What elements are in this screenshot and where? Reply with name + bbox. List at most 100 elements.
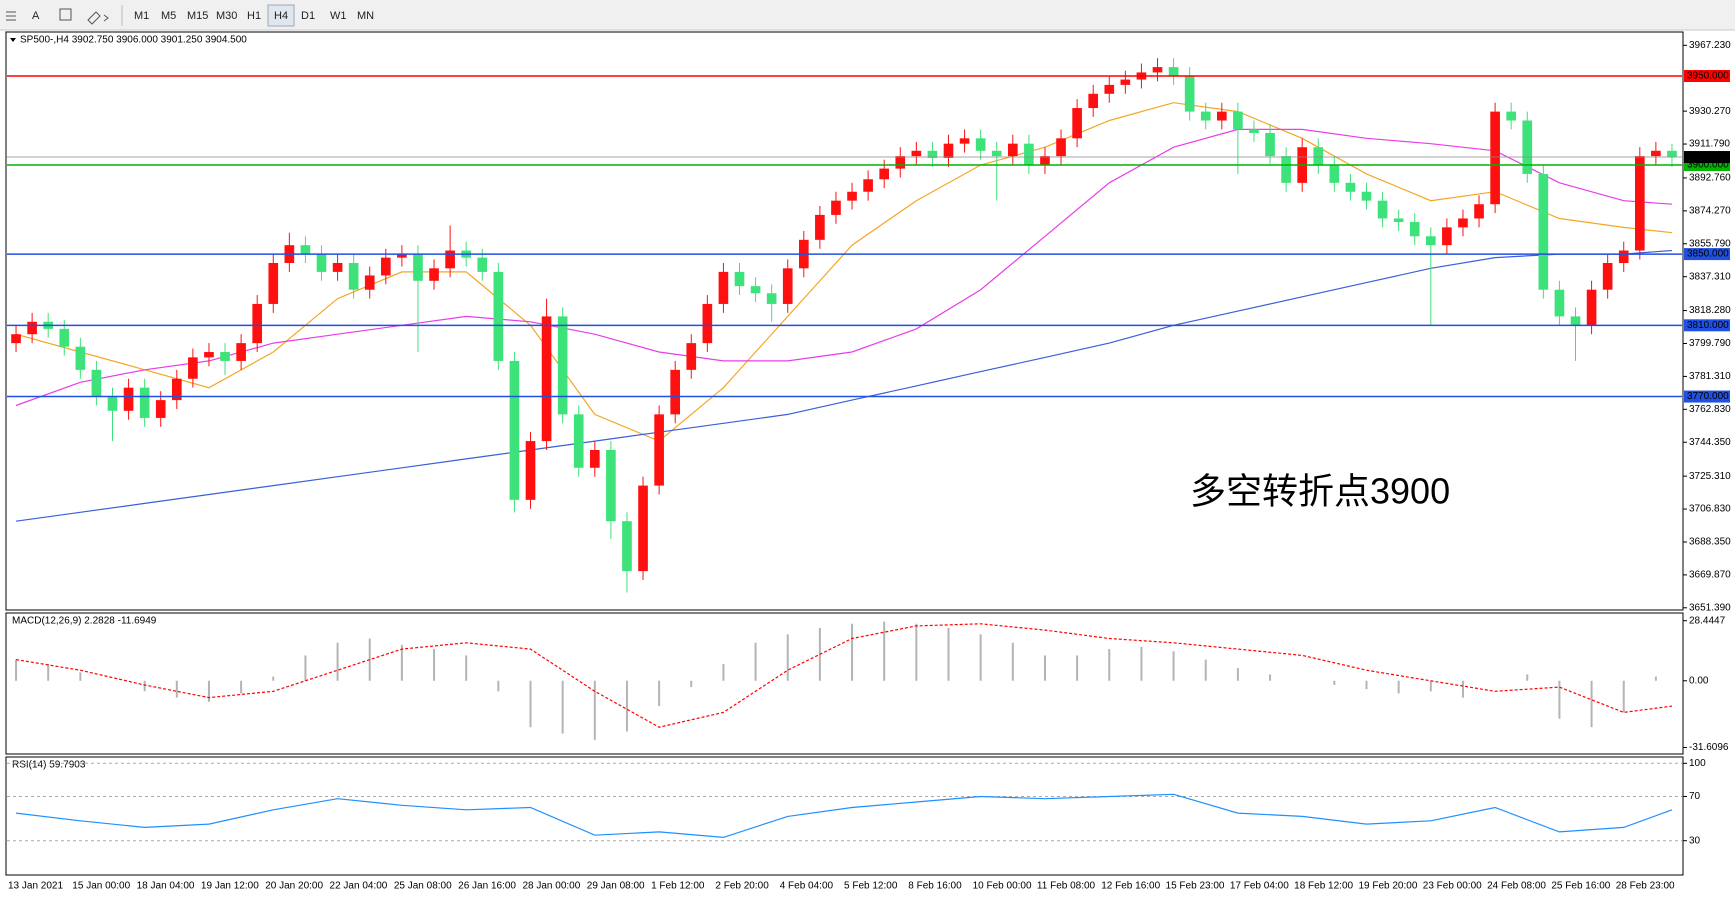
candle-body — [380, 257, 391, 276]
y-tick-label: 3669.870 — [1689, 570, 1731, 581]
annotation: 多空转折点3900 — [1190, 471, 1450, 512]
x-tick-label: 23 Feb 00:00 — [1423, 881, 1482, 892]
candle-body — [991, 150, 1002, 157]
candle-body — [364, 275, 375, 290]
candle-body — [1233, 111, 1243, 130]
x-tick-label: 25 Feb 16:00 — [1551, 881, 1610, 892]
candle-body — [1056, 138, 1066, 157]
x-tick-label: 15 Feb 23:00 — [1166, 881, 1225, 892]
candle-body — [1651, 150, 1661, 157]
y-tick-label: 0.00 — [1689, 675, 1709, 686]
candle-body — [782, 268, 793, 304]
timeframe[interactable]: D1 — [301, 10, 315, 22]
candle-body — [847, 191, 857, 201]
objects-icon[interactable] — [87, 11, 109, 25]
timeframe[interactable]: M30 — [216, 10, 237, 22]
candle-body — [1458, 218, 1468, 228]
candle-body — [895, 156, 906, 169]
candle-body — [1040, 156, 1050, 166]
candle-body — [1570, 316, 1581, 326]
price-level-label: 3950.000 — [1687, 71, 1729, 82]
timeframe[interactable]: MN — [357, 10, 374, 22]
y-tick-label: 3762.830 — [1689, 404, 1731, 415]
price-level-box — [1684, 319, 1730, 332]
text-icon[interactable] — [59, 8, 72, 21]
candle-body — [348, 262, 359, 290]
x-tick-label: 25 Jan 08:00 — [394, 881, 452, 892]
candle-body — [1007, 143, 1018, 157]
candle-body — [445, 250, 455, 269]
candle-body — [670, 369, 681, 415]
price-level-box — [1684, 248, 1730, 261]
y-tick-label: 3930.270 — [1689, 106, 1731, 117]
candle-body — [300, 245, 311, 255]
x-tick-label: 8 Feb 16:00 — [908, 881, 962, 892]
x-tick-label: 10 Feb 00:00 — [973, 881, 1032, 892]
main-panel — [5, 31, 1684, 611]
candle-body — [1168, 67, 1179, 76]
candle-body — [1281, 156, 1291, 183]
x-tick-label: 24 Feb 08:00 — [1487, 881, 1546, 892]
candle-body — [525, 441, 536, 500]
signal-line — [15, 623, 1673, 728]
candle-body — [1522, 120, 1533, 174]
candle-body — [493, 271, 504, 361]
candle-body — [959, 138, 970, 144]
candle-body — [1265, 132, 1275, 157]
timeframe[interactable]: W1 — [330, 10, 347, 22]
candle-body — [75, 346, 86, 370]
price-level-box — [1684, 69, 1730, 82]
candle-body — [316, 254, 327, 272]
candle-body — [815, 214, 825, 240]
x-tick-label: 13 Jan 2021 — [8, 881, 63, 892]
candle-body — [1393, 218, 1404, 223]
timeframe[interactable]: M1 — [134, 10, 149, 22]
crosshair-icon[interactable] — [6, 11, 16, 21]
y-tick-label: 3855.790 — [1689, 238, 1731, 249]
y-tick-label: 100 — [1689, 758, 1706, 769]
candle-body — [413, 254, 423, 281]
candle-body — [1554, 289, 1565, 317]
timeframe[interactable]: M15 — [187, 10, 208, 22]
candle-body — [1120, 79, 1131, 85]
x-tick-label: 11 Feb 08:00 — [1037, 881, 1096, 892]
x-tick-label: 29 Jan 08:00 — [587, 881, 645, 892]
text-tool[interactable]: A — [32, 10, 40, 22]
candle-body — [975, 138, 986, 151]
y-tick-label: 3744.350 — [1689, 437, 1731, 448]
x-tick-label: 18 Feb 12:00 — [1294, 881, 1353, 892]
x-tick-label: 4 Feb 04:00 — [780, 881, 834, 892]
y-tick-label: 3892.760 — [1689, 173, 1731, 184]
candle-body — [429, 268, 439, 281]
candle-body — [831, 200, 841, 215]
y-tick-label: 3818.280 — [1689, 305, 1731, 316]
x-tick-label: 20 Jan 20:00 — [265, 881, 323, 892]
macd-panel — [5, 612, 1684, 755]
candle-body — [1072, 108, 1082, 139]
candle-body — [718, 271, 729, 304]
candle-body — [606, 449, 616, 522]
timeframe[interactable]: M5 — [161, 10, 176, 22]
timeframe[interactable]: H4 — [274, 10, 288, 22]
candle-body — [1506, 111, 1517, 121]
timeframe[interactable]: H1 — [247, 10, 261, 22]
candle-body — [750, 286, 761, 294]
candle-body — [332, 262, 343, 272]
candle-body — [123, 387, 134, 411]
candle-body — [1200, 111, 1211, 121]
y-tick-label: 3781.310 — [1689, 371, 1731, 382]
candle-body — [1442, 227, 1452, 246]
candle-body — [1586, 289, 1597, 326]
x-tick-label: 19 Feb 20:00 — [1358, 881, 1417, 892]
moving-average — [15, 128, 1673, 407]
candle-body — [188, 357, 198, 379]
candle-body — [155, 400, 166, 418]
y-tick-label: 3967.230 — [1689, 40, 1731, 51]
toolbar-icons — [6, 4, 295, 27]
x-tick-label: 15 Jan 00:00 — [72, 881, 130, 892]
candle-body — [139, 387, 150, 418]
candle-body — [654, 414, 664, 486]
panel-arrow — [10, 38, 16, 42]
candle-body — [1329, 165, 1340, 183]
rsi-panel — [5, 756, 1684, 876]
